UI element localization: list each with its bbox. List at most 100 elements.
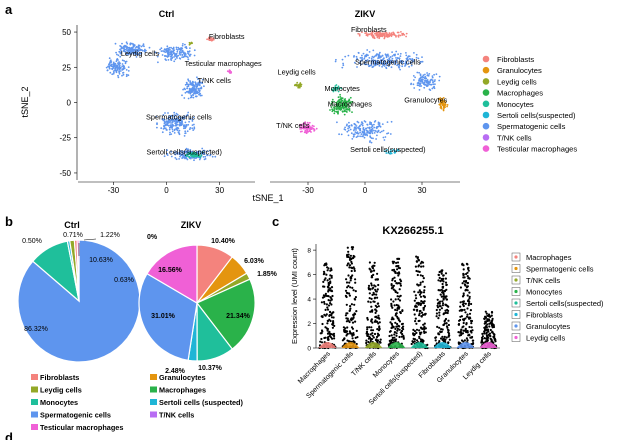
violin-point	[484, 310, 487, 313]
violin-point	[373, 332, 377, 336]
scatter-point	[382, 64, 385, 67]
scatter-point	[183, 151, 186, 154]
scatter-point	[339, 109, 342, 111]
scatter-point	[179, 155, 181, 158]
scatter-point	[116, 58, 118, 61]
scatter-point	[118, 61, 120, 63]
violin-point	[444, 272, 448, 275]
violin-point	[416, 339, 419, 342]
violin-point	[443, 289, 447, 292]
violin-point	[354, 336, 357, 339]
violin-point	[346, 326, 349, 329]
violin-point	[388, 334, 391, 338]
scatter-point	[389, 150, 392, 153]
scatter-point	[405, 32, 408, 35]
violin-point	[421, 280, 424, 283]
scatter-point	[300, 127, 303, 130]
violin-point	[394, 290, 397, 294]
violin-point	[344, 327, 347, 330]
scatter-point	[360, 133, 363, 136]
scatter-point	[353, 61, 356, 64]
scatter-point	[126, 42, 129, 45]
scatter-point	[390, 33, 392, 36]
violin-legend-label: Granulocytes	[526, 322, 570, 331]
scatter-point	[398, 66, 401, 69]
scatter-point	[408, 65, 410, 68]
violin-point	[351, 247, 354, 251]
violin-point	[419, 303, 422, 307]
scatter-point	[195, 153, 198, 156]
scatter-point	[365, 129, 368, 132]
scatter-point	[190, 91, 193, 93]
scatter-point	[190, 41, 193, 44]
scatter-point	[187, 97, 190, 100]
scatter-point	[185, 124, 188, 126]
zikv-monocytes	[331, 84, 343, 93]
scatter-point	[185, 157, 188, 160]
violin-point	[470, 336, 473, 339]
violin-point	[320, 337, 323, 341]
violin-point	[438, 326, 441, 329]
violin-point	[466, 294, 469, 297]
scatter-point	[176, 126, 179, 129]
scatter-point	[168, 115, 170, 117]
scatter-point	[159, 48, 162, 51]
scatter-point	[373, 55, 376, 58]
scatter-point	[433, 73, 435, 76]
scatter-point	[181, 53, 184, 56]
cluster-annotation: Leydig cells	[121, 49, 159, 58]
violin-point	[441, 304, 444, 307]
scatter-point	[365, 59, 367, 62]
violin-point	[465, 286, 469, 289]
violin-point	[353, 341, 356, 344]
violin-point	[354, 290, 357, 293]
violin-point	[419, 262, 422, 265]
scatter-point	[419, 62, 421, 65]
scatter-point	[140, 52, 143, 55]
scatter-point	[166, 149, 169, 152]
scatter-point	[361, 131, 364, 134]
scatter-point	[174, 153, 177, 156]
violin-point	[371, 267, 375, 270]
violin-legend-label: Leydig cells	[526, 334, 565, 343]
scatter-point	[169, 48, 171, 51]
violin-point	[344, 314, 347, 317]
violin-point	[394, 340, 397, 343]
scatter-point	[178, 158, 181, 160]
violin-point	[330, 276, 333, 279]
scatter-point	[300, 85, 302, 88]
violin-point	[350, 262, 353, 265]
scatter-point	[385, 67, 388, 70]
violin-point	[492, 325, 496, 329]
scatter-point	[337, 111, 339, 114]
violin-point	[457, 323, 461, 326]
violin-legend-label: Macrophages	[526, 253, 572, 262]
scatter-point	[426, 74, 429, 77]
violin-point	[348, 330, 351, 333]
scatter-point	[297, 85, 300, 88]
scatter-point	[168, 128, 171, 131]
scatter-point	[338, 106, 341, 109]
violin-point	[327, 332, 330, 335]
violin-point	[347, 284, 350, 288]
scatter-point	[442, 97, 445, 99]
violin-point	[437, 273, 440, 276]
scatter-point	[173, 60, 176, 63]
violin-point	[493, 333, 496, 336]
scatter-point	[175, 158, 178, 161]
scatter-point	[347, 127, 349, 130]
scatter-point	[389, 133, 392, 135]
violin-point	[355, 329, 358, 332]
scatter-point	[118, 50, 121, 53]
violin-point	[323, 302, 326, 305]
violin-point	[418, 293, 422, 296]
scatter-point	[415, 56, 418, 59]
violin-point	[483, 337, 486, 340]
scatter-point	[357, 51, 360, 54]
facet-title-ctrl: Ctrl	[159, 9, 175, 19]
scatter-point	[375, 138, 377, 140]
scatter-point	[422, 76, 425, 79]
scatter-point	[413, 79, 415, 81]
ctrl-testicular-macrophages	[226, 69, 233, 74]
scatter-point	[125, 41, 128, 44]
